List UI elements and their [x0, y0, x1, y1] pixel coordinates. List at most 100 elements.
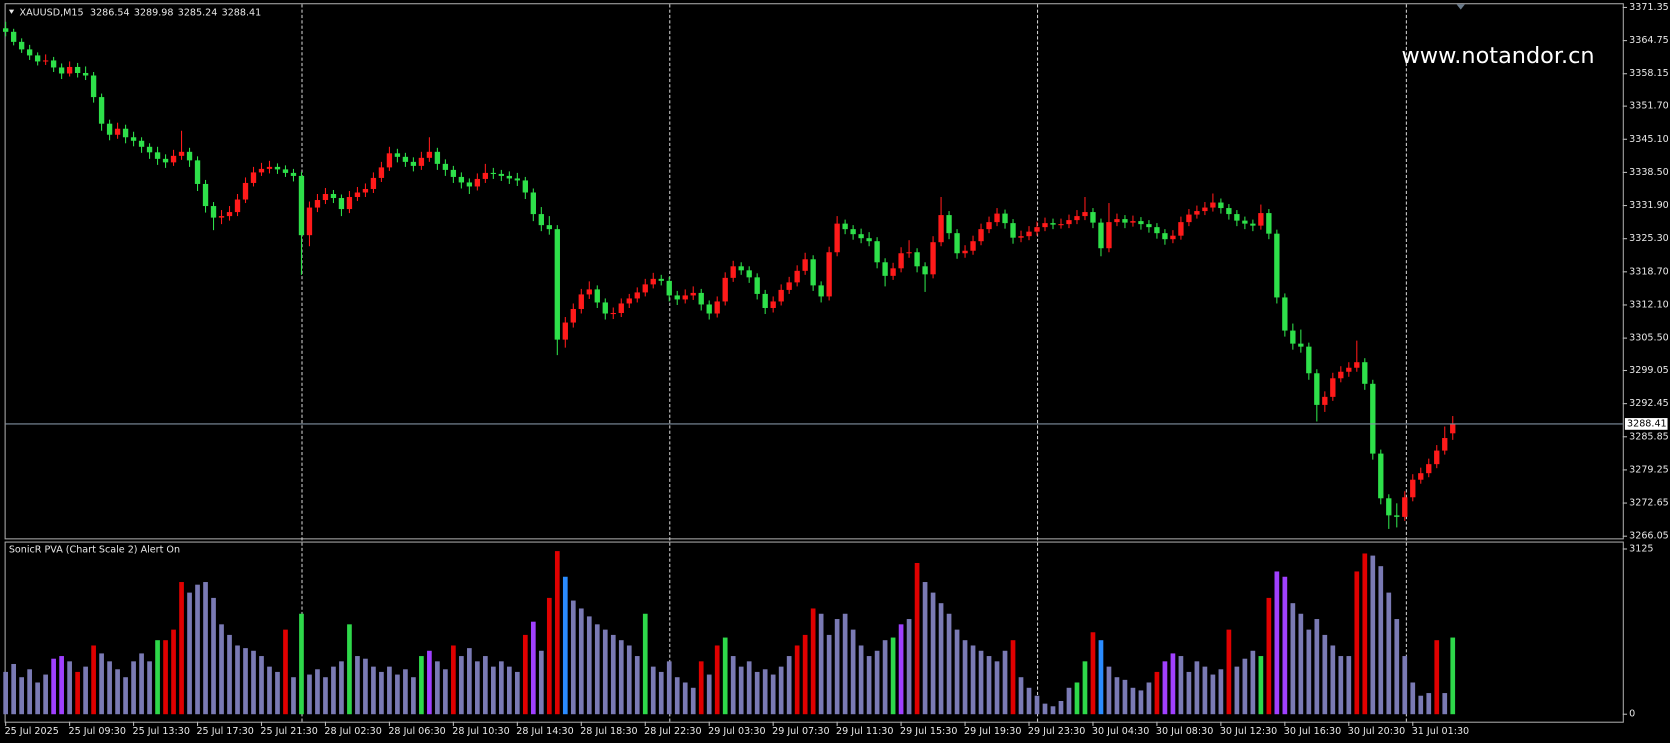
volume-bar [1266, 597, 1272, 715]
candle-body [658, 278, 664, 281]
volume-bar [251, 650, 256, 715]
candle-body [202, 183, 209, 207]
volume-bar [203, 582, 208, 715]
volume-bar [818, 613, 824, 715]
candle-body [1122, 219, 1128, 223]
candle-body [1274, 233, 1280, 298]
candle-body [1418, 473, 1424, 480]
candle-body [314, 200, 321, 208]
candle-body [530, 192, 536, 215]
volume-bar [1322, 634, 1328, 715]
volume-bar [586, 616, 592, 715]
y-tick-label: 3345.10 [1629, 134, 1669, 145]
candle-body [130, 137, 137, 141]
candle-body [178, 151, 185, 156]
volume-bar [179, 582, 184, 715]
x-tick-label: 31 Jul 01:30 [1412, 726, 1469, 737]
volume-bar [906, 619, 912, 715]
candle-body [1210, 202, 1216, 208]
candle-body [1002, 213, 1008, 224]
candle-body [762, 293, 768, 308]
volume-bar [267, 666, 272, 715]
volume-bar [163, 640, 168, 715]
volume-bar [475, 661, 480, 715]
candle-body [90, 75, 97, 98]
candle-body [226, 212, 233, 217]
volume-bar [99, 653, 104, 715]
volume-bar [746, 661, 752, 715]
x-tick-label: 28 Jul 14:30 [516, 726, 573, 737]
volume-bar [1386, 592, 1392, 715]
candle-body [1370, 383, 1376, 454]
volume-bar [1034, 695, 1040, 715]
volume-bar [738, 666, 744, 715]
volume-bar [994, 661, 1000, 715]
volume-bar [618, 640, 624, 715]
candle-body [578, 294, 584, 309]
volume-bar [1450, 637, 1456, 715]
candle-body [210, 206, 217, 218]
candle-body [490, 172, 497, 174]
volume-bar [762, 669, 768, 715]
candle-body [1010, 223, 1016, 238]
volume-bar [554, 551, 560, 715]
candle-body [1450, 423, 1456, 434]
volume-bar [986, 656, 992, 715]
volume-bar [650, 666, 656, 715]
volume-bar [842, 613, 848, 715]
volume-bar [978, 650, 984, 715]
candle-body [138, 140, 145, 147]
candle-body [986, 222, 992, 230]
volume-bar [890, 637, 896, 715]
x-tick-label: 30 Jul 08:30 [1156, 726, 1213, 737]
candle-body [714, 301, 720, 314]
candle-body [898, 253, 904, 269]
volume-bar [243, 648, 248, 715]
volume-bar [770, 674, 776, 715]
x-tick-label: 30 Jul 16:30 [1284, 726, 1341, 737]
volume-bar [1002, 650, 1008, 715]
candle-body [458, 176, 465, 183]
candle-body [562, 322, 568, 340]
candle-body [586, 289, 592, 295]
volume-bar [483, 656, 488, 715]
volume-bar [235, 645, 240, 715]
volume-bar [1178, 656, 1184, 715]
x-tick-label: 25 Jul 2025 [5, 726, 59, 737]
candle-body [1330, 378, 1336, 397]
volume-bar [11, 663, 16, 715]
volume-bar [427, 650, 432, 715]
candle-body [906, 252, 912, 254]
volume-bar [626, 645, 632, 715]
volume-bar [67, 661, 72, 715]
volume-bar [435, 661, 440, 715]
volume-bar [1330, 645, 1336, 715]
candle-body [170, 155, 177, 163]
volume-bar [498, 661, 504, 715]
candle-body [234, 199, 241, 213]
volume-bar [522, 634, 528, 715]
candle-body [418, 157, 425, 166]
volume-bar [562, 576, 568, 715]
volume-bar [850, 629, 856, 715]
x-tick-label: 28 Jul 06:30 [388, 726, 445, 737]
volume-bar [403, 669, 408, 715]
candle-body [450, 169, 457, 177]
volume-bar [1010, 640, 1016, 715]
y-tick-label: 3279.25 [1629, 464, 1669, 475]
candle-body [386, 153, 393, 168]
volume-bar [1146, 682, 1152, 715]
volume-bar [658, 671, 664, 715]
candle-body [626, 298, 632, 304]
y-tick-label: 3292.45 [1629, 398, 1669, 409]
candle-body [42, 60, 49, 62]
volume-bar [970, 645, 976, 715]
volume-bar [1170, 653, 1176, 715]
y-tick-label: 3358.15 [1629, 68, 1669, 79]
volume-bar [1274, 571, 1280, 715]
menu-arrow [8, 9, 15, 14]
candle-body [1146, 224, 1152, 228]
volume-bar [930, 592, 936, 715]
high-readout: 3289.98 [134, 7, 174, 18]
